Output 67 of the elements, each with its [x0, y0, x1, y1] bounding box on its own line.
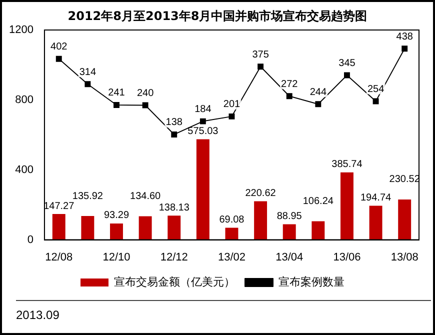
y-tick-label: 0: [27, 234, 34, 246]
data-label: 194.74: [360, 192, 392, 204]
bar: [138, 216, 152, 240]
bar: [52, 214, 66, 240]
point: [114, 102, 120, 108]
bar: [398, 200, 412, 240]
data-label: 135.92: [72, 190, 104, 202]
y-tick-label: 800: [15, 94, 34, 106]
x-tick-label: 13/04: [276, 251, 304, 264]
data-label: 230.52: [389, 174, 420, 186]
point: [171, 131, 178, 138]
text: 2013.09: [16, 308, 60, 322]
bar: [340, 172, 354, 240]
chart-title: 2012年8月至2013年8月中国并购市场宣布交易趋势图: [66, 8, 368, 25]
data-label: 147.27: [44, 200, 75, 212]
x-tick-label: 13/06: [333, 251, 361, 264]
point: [315, 101, 322, 108]
data-label: 240: [136, 88, 154, 100]
data-label: 88.95: [276, 211, 302, 222]
data-label: 254: [367, 84, 385, 96]
data-label: 138.13: [158, 202, 190, 214]
bar: [110, 223, 123, 240]
point: [286, 93, 292, 100]
x-tick-label: 13/02: [218, 251, 246, 264]
point: [84, 81, 91, 88]
bar: [369, 206, 382, 240]
data-label: 375: [252, 49, 270, 60]
y-tick-label: 1200: [8, 24, 34, 36]
data-label: 138: [166, 117, 183, 128]
point: [402, 46, 408, 52]
data-label: 345: [338, 58, 356, 69]
bar: [196, 139, 210, 240]
data-label: 184: [194, 104, 212, 116]
data-label: 220.62: [245, 188, 276, 199]
bar: [81, 216, 94, 240]
data-label: 314: [79, 66, 96, 78]
bar: [254, 201, 268, 240]
bar: [282, 224, 296, 240]
bar: [168, 216, 181, 240]
y-tick-label: 400: [15, 164, 34, 176]
x-tick-label: 12/12: [160, 251, 188, 264]
legend-label: 宣布案例数量: [278, 275, 344, 288]
point: [200, 118, 206, 124]
legend-label: 宣布交易金额（亿美元）: [114, 275, 235, 288]
data-label: 69.08: [219, 214, 245, 226]
point: [344, 72, 350, 78]
x-tick-label: 13/08: [390, 251, 418, 264]
point: [258, 64, 264, 70]
point: [228, 113, 235, 120]
data-label: 201: [223, 99, 241, 110]
x-tick-label: 12/10: [102, 251, 130, 264]
data-label: 241: [108, 88, 126, 99]
data-label: 272: [281, 78, 298, 90]
data-label: 438: [396, 31, 414, 42]
data-label: 575.03: [188, 126, 219, 138]
data-label: 93.29: [104, 210, 130, 222]
point: [56, 56, 62, 62]
bar: [225, 228, 238, 240]
data-label: 134.60: [130, 191, 162, 202]
data-label: 385.74: [332, 159, 363, 170]
data-label: 402: [50, 42, 68, 53]
bar: [312, 221, 325, 240]
data-label: 106.24: [302, 196, 334, 207]
point: [142, 102, 148, 108]
point: [372, 98, 379, 104]
x-tick-label: 12/08: [45, 251, 73, 264]
data-label: 244: [310, 86, 327, 98]
